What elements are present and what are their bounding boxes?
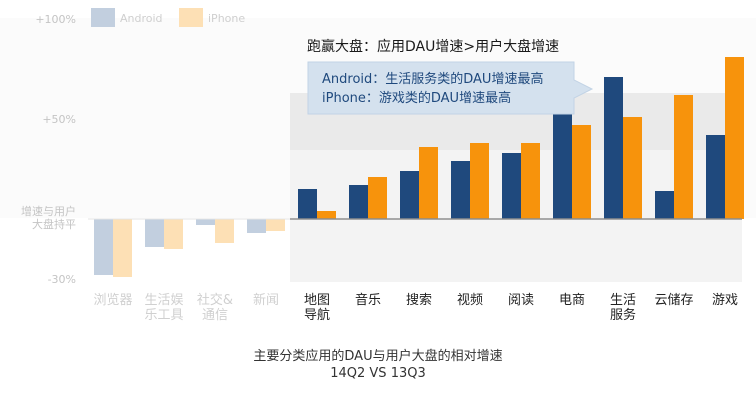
x-tick-label-line: 浏览器	[93, 292, 132, 308]
x-tick-label: 视频	[457, 293, 483, 308]
x-tick-label-line: 新闻	[253, 292, 279, 308]
x-tick-label-line: 社交&	[197, 292, 233, 308]
x-tick-label-line: 通信	[202, 308, 228, 323]
x-tick-label: 地图导航	[304, 293, 330, 323]
bar-android	[451, 161, 470, 219]
x-tick-label-line: 电商	[559, 293, 585, 308]
y-tick-label-line: +100%	[35, 13, 76, 26]
bar-iphone	[164, 219, 183, 249]
x-tick-label: 生活服务	[610, 293, 636, 323]
chart-title: 主要分类应用的DAU与用户大盘的相对增速	[253, 349, 503, 364]
x-tick-label: 游戏	[712, 293, 738, 308]
annotation-line: iPhone：游戏类的DAU增速最高	[322, 90, 511, 106]
bar-android	[94, 219, 113, 275]
bar-iphone	[674, 95, 693, 219]
bar-iphone	[572, 125, 591, 219]
x-tick-label: 云储存	[654, 293, 693, 308]
bar-iphone	[623, 117, 642, 219]
y-tick-label: 增速与用户大盘持平	[21, 204, 76, 231]
bar-iphone	[113, 219, 132, 277]
bar-android	[196, 219, 215, 225]
y-tick-label: +100%	[35, 13, 76, 26]
bar-android	[706, 135, 725, 219]
bar-iphone	[368, 177, 387, 219]
x-tick-label: 浏览器	[93, 292, 132, 308]
y-tick-label-line: +50%	[42, 113, 76, 126]
bar-iphone	[317, 211, 336, 219]
bar-iphone	[215, 219, 234, 243]
y-tick-label: -30%	[48, 273, 76, 286]
bar-android	[553, 109, 572, 219]
bar-android	[145, 219, 164, 247]
legend-swatch-android	[91, 8, 115, 27]
legend-label-iphone: iPhone	[208, 12, 245, 25]
x-tick-label: 新闻	[253, 292, 279, 308]
x-tick-label-line: 阅读	[508, 293, 534, 308]
x-tick-label: 生活娱乐工具	[144, 293, 183, 323]
x-tick-label-line: 地图	[304, 293, 330, 308]
plot-band-negative	[290, 220, 742, 282]
bar-android	[400, 171, 419, 219]
y-tick-label: +50%	[42, 113, 76, 126]
x-tick-label: 阅读	[508, 293, 534, 308]
bar-android	[298, 189, 317, 219]
annotation-title: 跑赢大盘：应用DAU增速>用户大盘增速	[307, 38, 559, 55]
bar-iphone	[470, 143, 489, 219]
x-tick-label-line: 音乐	[355, 292, 381, 308]
x-tick-label-line: 服务	[610, 307, 636, 323]
x-tick-label-line: 生活	[610, 293, 636, 308]
x-tick-label: 音乐	[355, 292, 381, 308]
bar-iphone	[725, 57, 744, 219]
bar-android	[655, 191, 674, 219]
x-tick-label-line: 导航	[304, 307, 330, 323]
bar-iphone	[419, 147, 438, 219]
annotation-callout	[307, 61, 594, 115]
x-tick-label-line: 乐工具	[144, 308, 183, 323]
x-tick-label: 搜索	[406, 293, 432, 308]
legend-swatch-iphone	[179, 8, 203, 27]
bar-android	[604, 77, 623, 219]
y-tick-label-line: 增速与用户	[21, 204, 76, 218]
bar-android	[247, 219, 266, 233]
x-tick-label-line: 生活娱	[144, 293, 183, 308]
x-tick-label: 社交&通信	[197, 292, 233, 323]
bar-iphone	[521, 143, 540, 219]
x-tick-label: 电商	[559, 293, 585, 308]
x-tick-label-line: 云储存	[654, 293, 693, 308]
x-tick-label-line: 游戏	[712, 293, 738, 308]
y-tick-label-line: 大盘持平	[32, 217, 76, 231]
bar-iphone	[266, 219, 285, 231]
bar-android	[349, 185, 368, 219]
bar-android	[502, 153, 521, 219]
chart-subtitle: 14Q2 VS 13Q3	[330, 366, 426, 381]
legend-label-android: Android	[120, 12, 163, 25]
annotation-line: Android：生活服务类的DAU增速最高	[322, 71, 543, 87]
x-tick-label-line: 视频	[457, 293, 483, 308]
y-tick-label-line: -30%	[48, 273, 76, 286]
x-tick-label-line: 搜索	[406, 293, 432, 308]
